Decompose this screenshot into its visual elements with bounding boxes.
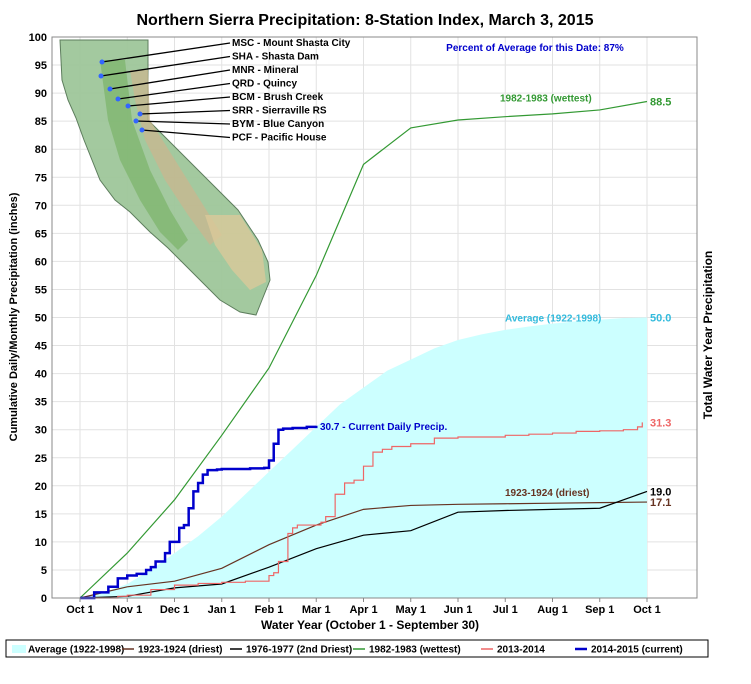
legend-entry: 2014-2015 (current) <box>591 645 683 656</box>
y-tick-label: 70 <box>35 200 47 212</box>
x-tick-label: Sep 1 <box>585 604 614 616</box>
station-marker-icon <box>139 127 145 133</box>
y-tick-label: 45 <box>35 341 47 353</box>
series-end-label: 19.0 <box>650 486 671 498</box>
station-label: QRD - Quincy <box>232 79 297 90</box>
x-tick-label: Dec 1 <box>160 604 189 616</box>
y-tick-label: 75 <box>35 172 47 184</box>
station-label: MSC - Mount Shasta City <box>232 38 351 49</box>
legend-entry: 1982-1983 (wettest) <box>369 645 461 656</box>
x-tick-label: Jul 1 <box>493 604 518 616</box>
annotation-layer: 50.0 17.119.0 88.5 31.3 Average (1922-1998) 1… <box>320 94 671 510</box>
series-end-label: 50.0 <box>650 313 671 325</box>
southern-desert-shape <box>205 215 266 290</box>
x-tick-label: Jan 1 <box>208 604 236 616</box>
y-tick-label: 85 <box>35 116 47 128</box>
series-end-label: 17.1 <box>650 497 671 509</box>
percent-note: Percent of Average for this Date: 87% <box>446 43 624 54</box>
series-line-3 <box>79 100 648 599</box>
station-pointer <box>109 69 231 90</box>
y-tick-label: 90 <box>35 88 47 100</box>
x-tick-label: Mar 1 <box>302 604 331 616</box>
series-line-1 <box>79 501 648 599</box>
x-tick-label: Nov 1 <box>112 604 142 616</box>
station-marker-icon <box>99 59 105 65</box>
x-tick-label: Feb 1 <box>255 604 284 616</box>
series-line-4 <box>80 422 643 599</box>
station-pointer <box>141 129 231 139</box>
station-label: BCM - Brush Creek <box>232 92 324 103</box>
series-end-label: 88.5 <box>650 97 671 109</box>
station-pointer <box>139 109 231 115</box>
series-line-5 <box>80 425 318 600</box>
series-average-area <box>80 317 647 598</box>
x-tick-label: Oct 1 <box>66 604 94 616</box>
y-tick-label: 55 <box>35 284 47 296</box>
station-marker-icon <box>137 111 143 117</box>
x-axis-label: Water Year (October 1 - September 30) <box>261 618 479 632</box>
station-pointer <box>101 42 231 63</box>
station-marker-icon <box>133 118 139 124</box>
chart-title: Northern Sierra Precipitation: 8-Station… <box>136 12 593 29</box>
station-label: SHA - Shasta Dam <box>232 52 319 63</box>
station-pointer <box>117 82 231 100</box>
sierra-shape <box>130 70 222 245</box>
y-tick-label: 50 <box>35 313 47 325</box>
x-tick-label: May 1 <box>395 604 426 616</box>
legend-swatch <box>12 645 26 653</box>
station-labels: MSC - Mount Shasta City SHA - Shasta Dam M… <box>98 38 351 144</box>
y-tick-label: 20 <box>35 481 47 493</box>
y-tick-label: 15 <box>35 509 47 521</box>
y-tick-label: 30 <box>35 425 47 437</box>
x-tick-label: Apr 1 <box>349 604 377 616</box>
central-valley-shape <box>100 60 188 250</box>
station-marker-icon <box>125 103 131 109</box>
station-marker-icon <box>107 86 113 92</box>
station-label: PCF - Pacific House <box>232 133 327 144</box>
axis-ticks: 0 5 10 15 20 25 30 35 40 45 50 55 60 65 70 75 80 85 90 95 10… <box>29 32 661 616</box>
legend: Average (1922-1998) 1923-1924 (driest) 197… <box>5 639 709 658</box>
x-tick-label: Aug 1 <box>537 604 568 616</box>
legend-entry: 1976-1977 (2nd Driest) <box>246 645 352 656</box>
legend-entry: Average (1922-1998) <box>28 645 124 656</box>
y-tick-label: 35 <box>35 397 47 409</box>
station-pointer <box>135 120 231 125</box>
legend-entry: 2013-2014 <box>497 645 545 656</box>
station-pointer <box>127 96 231 107</box>
y-tick-label: 25 <box>35 453 47 465</box>
series-inline-label: 1982-1983 (wettest) <box>500 94 592 105</box>
series-inline-label: Average (1922-1998) <box>505 314 601 325</box>
california-map <box>59 39 271 316</box>
y-axis-label-right: Total Water Year Precipitation <box>701 251 715 420</box>
y-tick-label: 0 <box>41 593 47 605</box>
station-marker-icon <box>115 96 121 102</box>
y-tick-label: 100 <box>29 32 47 44</box>
station-label: SRR - Sierraville RS <box>232 106 327 117</box>
series-inline-label: 1923-1924 (driest) <box>505 488 590 499</box>
y-tick-label: 60 <box>35 256 47 268</box>
plot-frame <box>51 36 698 599</box>
station-label: MNR - Mineral <box>232 65 299 76</box>
series-layer <box>79 100 648 600</box>
station-pointer <box>100 55 231 77</box>
y-axis-label: Cumulative Daily/Monthly Precipitation (… <box>8 192 20 441</box>
x-tick-label: Oct 1 <box>633 604 661 616</box>
station-marker-icon <box>98 73 104 79</box>
legend-entry: 1923-1924 (driest) <box>138 645 223 656</box>
series-end-label: 31.3 <box>650 417 671 429</box>
y-tick-label: 10 <box>35 537 47 549</box>
y-tick-label: 65 <box>35 228 47 240</box>
series-inline-label: 30.7 - Current Daily Precip. <box>320 422 447 433</box>
station-label: BYM - Blue Canyon <box>232 119 324 130</box>
y-tick-label: 40 <box>35 369 47 381</box>
y-tick-label: 80 <box>35 144 47 156</box>
y-tick-label: 5 <box>41 565 47 577</box>
x-tick-label: Jun 1 <box>444 604 473 616</box>
y-tick-label: 95 <box>35 60 47 72</box>
